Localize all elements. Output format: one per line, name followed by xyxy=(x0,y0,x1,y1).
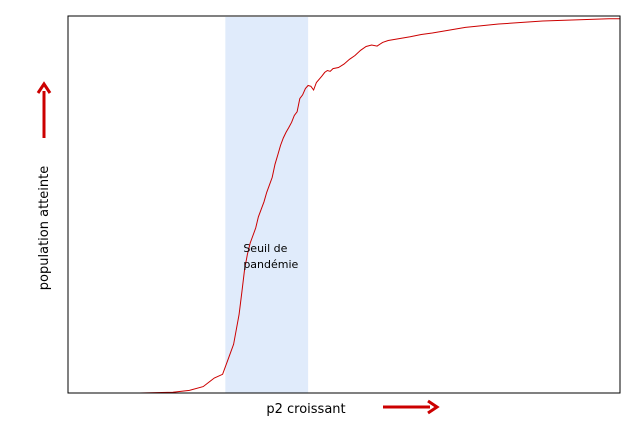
y-axis-label: population atteinte xyxy=(37,166,52,290)
series-layer xyxy=(139,18,620,394)
plot-background xyxy=(68,16,620,393)
x-direction-arrow xyxy=(383,399,440,415)
series-line-0 xyxy=(139,18,620,394)
plot-frame xyxy=(67,15,621,394)
x-axis-label: p2 croissant xyxy=(266,402,345,417)
band-annotation-line2: pandémie xyxy=(243,258,298,271)
band-annotation-line1: Seuil de xyxy=(243,242,287,255)
pandemic-threshold-band xyxy=(225,17,309,393)
y-direction-arrow xyxy=(36,81,52,138)
